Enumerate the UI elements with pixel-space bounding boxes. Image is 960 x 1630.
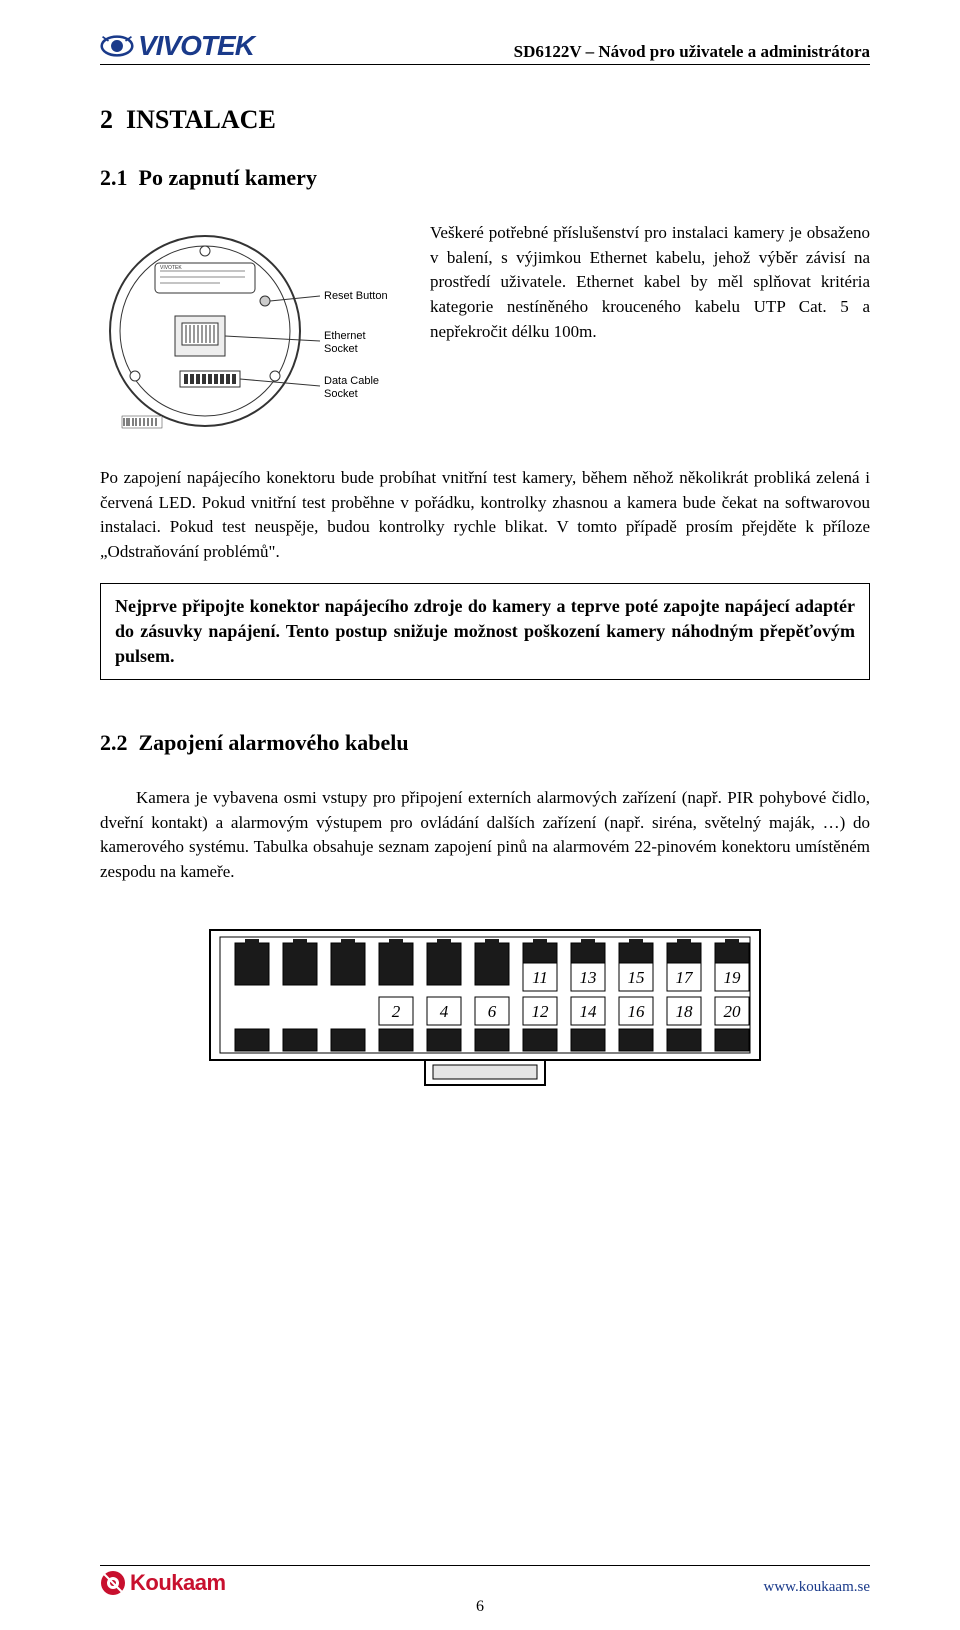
sub2-paragraph: Kamera je vybavena osmi vstupy pro připo…: [100, 786, 870, 885]
page-header: VIVOTEK SD6122V – Návod pro uživatele a …: [100, 30, 870, 65]
pin-label-top: 19: [724, 968, 742, 987]
data-label-1: Data Cable: [324, 375, 379, 387]
footer-url: www.koukaam.se: [763, 1579, 870, 1596]
pin-label-bottom: 12: [532, 1002, 550, 1021]
pin-label-bottom: 18: [676, 1002, 694, 1021]
sub2-title: Zapojení alarmového kabelu: [139, 730, 409, 755]
page-number: 6: [0, 1598, 960, 1616]
subsection-2-2-heading: 2.2 Zapojení alarmového kabelu: [100, 730, 870, 756]
koukaam-logo-text: Koukaam: [130, 1570, 226, 1596]
vivotek-logo-text: VIVOTEK: [138, 30, 254, 62]
page: VIVOTEK SD6122V – Návod pro uživatele a …: [0, 0, 960, 1630]
camera-base-diagram: VIVOTEK: [100, 221, 410, 456]
section-title: INSTALACE: [126, 105, 276, 134]
sub1-number: 2.1: [100, 165, 128, 190]
pin-label-bottom: 4: [440, 1002, 449, 1021]
svg-text:VIVOTEK: VIVOTEK: [160, 265, 182, 271]
pin-label-bottom: 14: [580, 1002, 598, 1021]
sub1-intro-paragraph: Veškeré potřebné příslušenství pro insta…: [430, 221, 870, 344]
data-label-2: Socket: [324, 388, 358, 400]
eye-icon: [100, 34, 134, 58]
pin-label-bottom: 16: [628, 1002, 646, 1021]
section-heading: 2 INSTALACE: [100, 105, 870, 135]
intro-block: VIVOTEK: [100, 221, 870, 456]
pin-label-top: 13: [580, 968, 597, 987]
sub1-title: Po zapnutí kamery: [139, 165, 317, 190]
page-footer: Koukaam www.koukaam.se: [100, 1565, 870, 1596]
pin-label-top: 17: [676, 968, 695, 987]
pin-label-top: 11: [532, 968, 548, 987]
pin-label-top: 15: [628, 968, 645, 987]
ethernet-label-1: Ethernet: [324, 330, 366, 342]
ethernet-label-2: Socket: [324, 343, 358, 355]
doc-title: SD6122V – Návod pro uživatele a administ…: [514, 42, 870, 62]
subsection-2-1-heading: 2.1 Po zapnutí kamery: [100, 165, 870, 191]
koukaam-icon: [100, 1570, 126, 1596]
reset-label: Reset Button: [324, 290, 388, 302]
koukaam-logo: Koukaam: [100, 1570, 226, 1596]
pin-label-bottom: 2: [392, 1002, 401, 1021]
warning-callout: Nejprve připojte konektor napájecího zdr…: [100, 583, 870, 681]
sub2-number: 2.2: [100, 730, 128, 755]
section-number: 2: [100, 105, 113, 134]
connector-diagram: 2 4 6 11 12 13 14 15 16 17 18 19 20: [100, 915, 870, 1100]
pin-label-bottom: 6: [488, 1002, 497, 1021]
sub1-body-paragraph: Po zapojení napájecího konektoru bude pr…: [100, 466, 870, 565]
pin-label-bottom: 20: [724, 1002, 742, 1021]
vivotek-logo: VIVOTEK: [100, 30, 254, 62]
